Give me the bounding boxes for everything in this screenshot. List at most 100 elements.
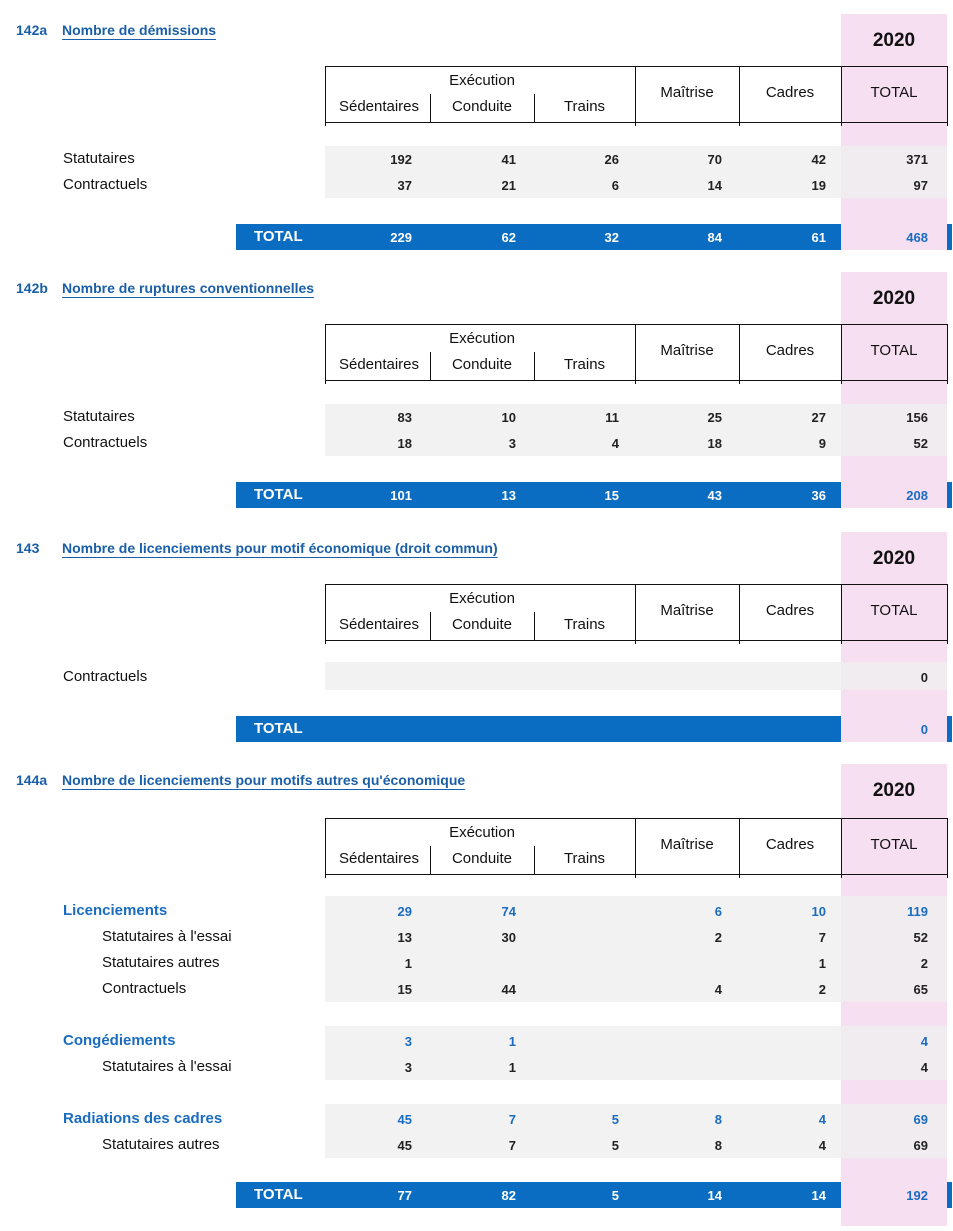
- cell: 7: [508, 1112, 516, 1127]
- group-total: 69: [913, 1112, 928, 1127]
- cell: 8: [714, 1138, 722, 1153]
- cell: 5: [611, 1138, 619, 1153]
- row-total: 52: [913, 930, 928, 945]
- section-143: 143 Nombre de licenciements pour motif é…: [0, 518, 953, 748]
- total-cell: 13: [501, 488, 516, 503]
- cell: 9: [818, 436, 826, 451]
- cell: 4: [714, 982, 722, 997]
- header-maitrise: Maîtrise: [660, 84, 714, 101]
- cell: 5: [611, 1112, 619, 1127]
- total-bar: [236, 1182, 841, 1208]
- row-label: Contractuels: [63, 668, 148, 685]
- header-conduite: Conduite: [451, 850, 513, 867]
- section-code: 144a: [16, 772, 48, 788]
- group-total: 119: [907, 904, 928, 919]
- section-code: 142b: [16, 280, 48, 296]
- cell: 19: [811, 178, 826, 193]
- header-execution: Exécution: [449, 72, 515, 89]
- cell: 29: [397, 904, 412, 919]
- cell: 4: [818, 1138, 826, 1153]
- cell: 3: [508, 436, 516, 451]
- grand-total: 208: [906, 488, 928, 503]
- row-label: Statutaires à l'essai: [102, 928, 232, 945]
- group-label: Licenciements: [63, 902, 168, 919]
- cell: 7: [508, 1138, 516, 1153]
- cell: 1: [508, 1034, 516, 1049]
- row-label: Contractuels: [63, 176, 148, 193]
- section-142b: 142b Nombre de ruptures conventionnelles…: [0, 258, 953, 514]
- header-maitrise: Maîtrise: [660, 602, 714, 619]
- cell: 14: [707, 178, 722, 193]
- row-label: Statutaires autres: [102, 954, 220, 971]
- cell: 18: [397, 436, 412, 451]
- header-conduite: Conduite: [451, 98, 513, 115]
- row-total: 2: [920, 956, 928, 971]
- header-cadres: Cadres: [765, 342, 815, 359]
- row-label: Statutaires à l'essai: [102, 1058, 232, 1075]
- cell: 21: [501, 178, 516, 193]
- header-execution: Exécution: [449, 824, 515, 841]
- total-cell: 15: [604, 488, 619, 503]
- row-label: Statutaires: [63, 150, 135, 167]
- column-header: Exécution Sédentaires Conduite Trains Ma…: [325, 324, 953, 384]
- cell: 1: [508, 1060, 516, 1075]
- header-conduite: Conduite: [451, 616, 513, 633]
- cell: 44: [501, 982, 516, 997]
- header-trains: Trains: [563, 98, 606, 115]
- group-label: Radiations des cadres: [63, 1110, 223, 1127]
- row-label: Statutaires autres: [102, 1136, 220, 1153]
- cell: 37: [397, 178, 412, 193]
- header-cadres: Cadres: [765, 836, 815, 853]
- row-total: 156: [906, 410, 928, 425]
- total-cell: 101: [390, 488, 412, 503]
- cell: 26: [604, 152, 619, 167]
- row-total: 97: [913, 178, 928, 193]
- group-total: 4: [920, 1034, 928, 1049]
- total-cell: 229: [390, 230, 412, 245]
- cell: 4: [611, 436, 619, 451]
- row-total: 4: [920, 1060, 928, 1075]
- section-code: 143: [16, 540, 40, 556]
- column-header: Exécution Sédentaires Conduite Trains Ma…: [325, 584, 953, 644]
- section-code: 142a: [16, 22, 48, 38]
- cell: 83: [397, 410, 412, 425]
- header-maitrise: Maîtrise: [660, 342, 714, 359]
- row-label: Statutaires: [63, 408, 135, 425]
- row-total: 69: [913, 1138, 928, 1153]
- header-total: TOTAL: [870, 602, 918, 619]
- total-bar: [236, 716, 841, 742]
- section-142a: 142a Nombre de démissions 2020 Exécution…: [0, 0, 953, 256]
- column-header: Exécution Sédentaires Conduite Trains Ma…: [325, 818, 953, 878]
- year-label: 2020: [872, 30, 916, 51]
- cell: 13: [397, 930, 412, 945]
- header-trains: Trains: [563, 850, 606, 867]
- group-label: Congédiements: [63, 1032, 176, 1049]
- total-cell: 36: [811, 488, 826, 503]
- row-total: 65: [913, 982, 928, 997]
- year-column-highlight: [841, 272, 947, 508]
- cell: 25: [707, 410, 722, 425]
- header-maitrise: Maîtrise: [660, 836, 714, 853]
- cell: 7: [818, 930, 826, 945]
- total-cell: 32: [604, 230, 619, 245]
- header-sedentaires: Sédentaires: [338, 98, 420, 115]
- section-144a: 144a Nombre de licenciements pour motifs…: [0, 750, 953, 1231]
- year-label: 2020: [872, 548, 916, 569]
- header-total: TOTAL: [870, 342, 918, 359]
- column-header: Exécution Sédentaires Conduite Trains Ma…: [325, 66, 953, 126]
- total-cell: 61: [811, 230, 826, 245]
- cell: 2: [714, 930, 722, 945]
- row-label: Contractuels: [63, 434, 148, 451]
- grand-total: 468: [906, 230, 928, 245]
- year-label: 2020: [872, 288, 916, 309]
- total-cell: 43: [707, 488, 722, 503]
- total-label: TOTAL: [254, 1186, 303, 1203]
- total-cell: 5: [611, 1188, 619, 1203]
- year-column-highlight: [841, 14, 947, 250]
- section-title: Nombre de licenciements pour motifs autr…: [62, 772, 466, 788]
- cell: 10: [501, 410, 516, 425]
- cell: 3: [404, 1060, 412, 1075]
- header-execution: Exécution: [449, 590, 515, 607]
- total-bar: [236, 482, 841, 508]
- cell: 42: [811, 152, 826, 167]
